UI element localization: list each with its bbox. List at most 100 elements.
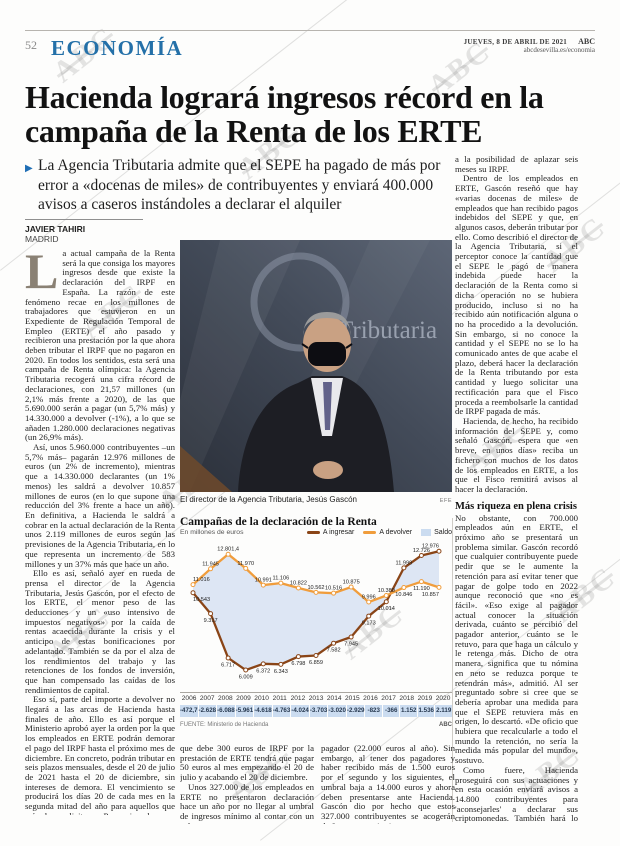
- point-devolver: [331, 590, 337, 596]
- point-devolver: [278, 580, 284, 586]
- saldo-cell: -3.703: [309, 705, 328, 718]
- data-label-ingresar: 6.798: [291, 661, 305, 667]
- year-label: 2019: [417, 695, 433, 702]
- saldo-cell: -4.024: [291, 705, 309, 718]
- headline: Hacienda logrará ingresos récord en la c…: [25, 79, 544, 149]
- point-devolver: [401, 585, 407, 591]
- data-label-ingresar: 6.343: [274, 669, 288, 675]
- data-label-ingresar: 7.945: [344, 642, 358, 648]
- point-ingresar: [295, 654, 301, 660]
- point-devolver: [348, 584, 354, 590]
- photo: Tributaria El director de la Agencia Tri…: [180, 240, 452, 504]
- data-label-devolver: 11.016: [193, 577, 210, 583]
- year-label: 2010: [254, 695, 269, 702]
- point-ingresar: [225, 655, 231, 661]
- point-ingresar: [313, 653, 319, 659]
- year-label: 2006: [181, 695, 197, 702]
- year-label: 2012: [290, 695, 306, 702]
- year-label: 2014: [326, 695, 342, 702]
- column-rule: [452, 518, 453, 822]
- paragraph: Así, unos 5.960.000 contribuyentes –un 5…: [25, 442, 175, 569]
- point-ingresar: [190, 590, 196, 596]
- data-label-devolver: 10.846: [395, 592, 412, 598]
- data-label-ingresar: 7.582: [327, 648, 341, 654]
- hands: [313, 461, 343, 479]
- data-label-ingresar: 9.173: [362, 621, 376, 627]
- x-axis-years: 2006 2007 2008 2009 2010 2011 2012 2013 2014 2015…: [180, 692, 452, 702]
- point-devolver: [260, 582, 266, 588]
- data-label-devolver: 10.380: [378, 588, 395, 594]
- saldo-cell: -3.020: [328, 705, 346, 718]
- railing: [180, 446, 232, 492]
- photo-bg-sign: Tributaria: [338, 317, 437, 344]
- saldo-cell: -4.763: [272, 705, 291, 718]
- brand-abc: ABC: [578, 37, 595, 46]
- chart-block: Campañas de la declaración de la Renta E…: [180, 516, 452, 728]
- year-label: 2008: [218, 695, 233, 702]
- year-label: 2013: [308, 695, 324, 702]
- legend-label-ingresar: A ingresar: [322, 529, 355, 536]
- section-header: 52 ECONOMÍA: [25, 36, 183, 61]
- data-label-devolver: 12.801,4: [217, 547, 239, 553]
- saldo-area: [193, 551, 439, 671]
- legend-swatch-devolver: [363, 531, 377, 534]
- data-label-devolver: 11.945: [202, 561, 219, 567]
- paragraph: No obstante, con 700.000 empleados aún e…: [455, 512, 578, 766]
- legend-swatch-ingresar: [306, 531, 320, 534]
- point-devolver: [366, 599, 372, 605]
- point-devolver: [418, 579, 424, 585]
- point-devolver: [225, 551, 231, 557]
- page-number: 52: [25, 38, 37, 52]
- paragraph: Como fuere, Hacienda proseguirá con sus …: [455, 764, 578, 823]
- chart-legend: A ingresar A devolver Saldo: [306, 529, 452, 536]
- drop-cap: L: [25, 249, 59, 299]
- saldo-cell: -472,7: [180, 705, 198, 718]
- hair: [303, 312, 351, 338]
- chart-title: Campañas de la declaración de la Renta: [180, 516, 377, 528]
- point-ingresar: [418, 552, 424, 558]
- point-devolver: [208, 566, 214, 572]
- face-mask: [308, 342, 346, 366]
- data-label-devolver: 11.190: [413, 586, 430, 592]
- saldo-cell: 1.536: [417, 705, 435, 718]
- chart-credit: ABC: [439, 722, 452, 729]
- point-devolver: [243, 565, 249, 571]
- point-devolver: [383, 592, 389, 598]
- paragraph: Eso sí, parte del importe a devolver no …: [25, 694, 175, 815]
- data-label-devolver: 10.516: [325, 586, 342, 592]
- data-label-devolver: 10.822: [290, 580, 307, 586]
- year-label: 2009: [236, 695, 251, 702]
- saldo-cell: -366: [382, 705, 400, 718]
- legend-label-devolver: A devolver: [379, 529, 413, 536]
- inline-subheading: Más riqueza en plena crisis: [455, 500, 577, 512]
- point-ingresar: [383, 599, 389, 605]
- legend-swatch-saldo: [421, 529, 432, 536]
- data-label-ingresar: 12.976: [422, 544, 439, 550]
- byline: JAVIER TAHIRI MADRID: [25, 219, 143, 244]
- data-label-ingresar: 10.543: [193, 597, 210, 603]
- date-line: JUEVES, 8 DE ABRIL DE 2021: [463, 38, 568, 46]
- paragraph: que debe 300 euros de IRPF por la presta…: [180, 744, 314, 783]
- year-label: 2017: [381, 695, 396, 702]
- paragraph: Hacienda, de hecho, ha recibido informac…: [455, 415, 578, 494]
- year-label: 2016: [363, 695, 378, 702]
- saldo-table-row: -472,7 -2.628 -6.088 -5.961 -4.618 -4.763 -4.0…: [180, 705, 452, 718]
- chart-source: FUENTE: Ministerio de Hacienda: [180, 722, 269, 729]
- data-label-ingresar: 12.726: [413, 548, 430, 554]
- saldo-cell: 1.152: [400, 705, 417, 718]
- subheadline-text: La Agencia Tributaria admite que el SEPE…: [38, 157, 441, 213]
- data-label-devolver: 11.106: [273, 576, 290, 582]
- point-devolver: [190, 582, 196, 588]
- saldo-cell: -4.618: [254, 705, 272, 718]
- suit: [238, 376, 394, 492]
- point-ingresar: [260, 661, 266, 667]
- point-ingresar: [401, 565, 407, 571]
- paragraph: pagador (22.000 euros al año). Sin embar…: [321, 744, 455, 824]
- data-label-ingresar: 6.372: [256, 668, 270, 674]
- chart-subtitle: En millones de euros: [180, 529, 244, 536]
- section-title: ECONOMÍA: [51, 36, 184, 60]
